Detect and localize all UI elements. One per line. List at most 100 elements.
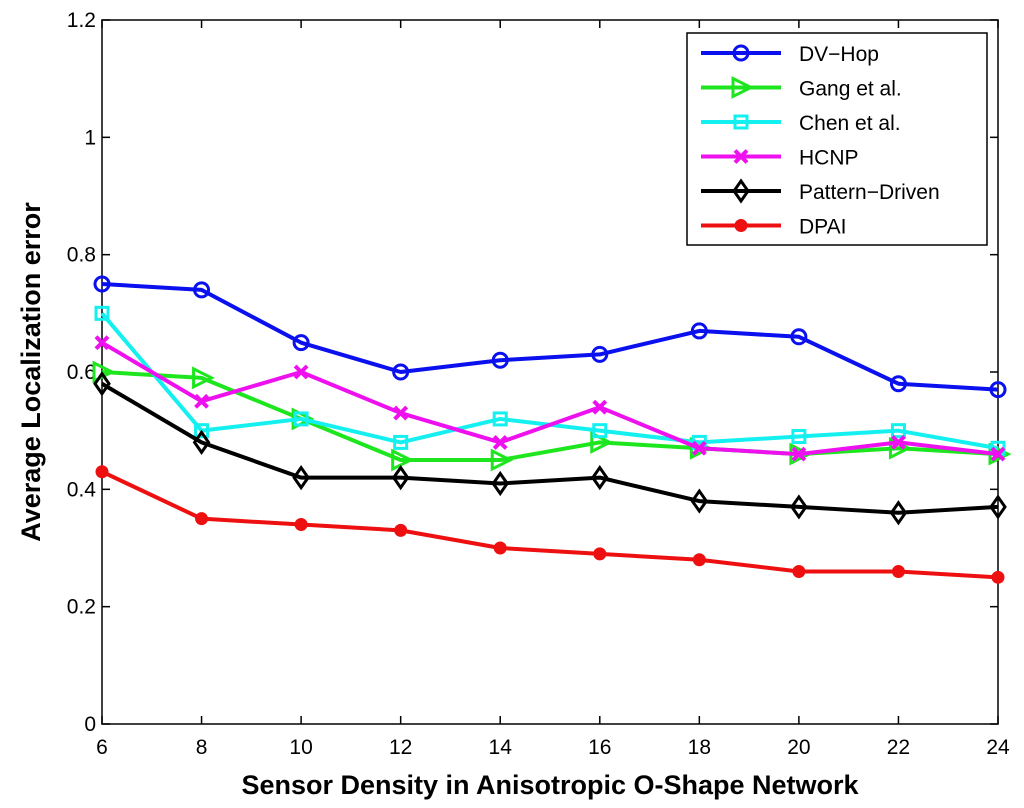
- y-tick-label: 0.2: [67, 596, 96, 619]
- series-line: [101, 370, 999, 462]
- data-point: [292, 464, 310, 491]
- data-point: [792, 564, 806, 578]
- data-point: [393, 405, 409, 421]
- legend-item: Gang et al.: [701, 76, 902, 101]
- y-tick-label: 1: [84, 126, 96, 149]
- legend-marker: [731, 76, 755, 99]
- data-point: [194, 423, 210, 439]
- data-point: [194, 393, 209, 409]
- data-point: [95, 465, 109, 479]
- data-point: [690, 488, 709, 514]
- legend-marker: [732, 178, 750, 204]
- data-point: [294, 518, 308, 532]
- data-point: [491, 351, 509, 369]
- legend-marker: [734, 219, 748, 232]
- data-point: [592, 399, 608, 415]
- data-point: [93, 275, 111, 293]
- legend-marker: [732, 44, 750, 62]
- y-tick-label: 0: [84, 713, 96, 736]
- y-axis-label: Average Localization error: [16, 202, 46, 542]
- legend-label: DPAI: [799, 216, 846, 239]
- x-tick-label: 8: [196, 736, 208, 759]
- legend-label: DV−Hop: [799, 43, 879, 66]
- series-line: [100, 382, 999, 515]
- series-4: [93, 371, 1007, 526]
- data-point: [393, 434, 409, 450]
- data-point: [791, 429, 807, 445]
- x-tick-label: 10: [289, 736, 312, 759]
- data-point: [391, 448, 415, 472]
- y-tick-label: 0.4: [67, 478, 97, 501]
- x-tick-label: 12: [389, 736, 412, 759]
- series-5: [95, 465, 1005, 584]
- data-point: [93, 371, 111, 397]
- legend-label: Gang et al.: [799, 78, 902, 101]
- data-point: [690, 322, 708, 340]
- data-point: [593, 547, 607, 561]
- x-tick-label: 20: [787, 736, 810, 759]
- data-point: [490, 448, 514, 472]
- data-point: [989, 494, 1007, 520]
- series-line: [101, 469, 999, 580]
- data-point: [592, 423, 608, 439]
- legend-box: [686, 32, 988, 246]
- data-point: [492, 434, 508, 450]
- data-point: [590, 464, 609, 491]
- series-3: [94, 335, 1006, 462]
- data-point: [493, 541, 507, 555]
- x-tick-label: 14: [489, 736, 513, 759]
- data-point: [591, 345, 609, 363]
- legend-item: Chen et al.: [701, 112, 901, 135]
- data-point: [392, 363, 410, 381]
- data-point: [94, 305, 110, 321]
- data-point: [890, 423, 906, 439]
- y-tick-label: 0.6: [67, 361, 96, 384]
- legend-marker: [733, 114, 749, 130]
- data-point: [889, 500, 908, 526]
- legend-marker: [733, 149, 749, 164]
- legend: DV−Hop Gang et al. Chen et al. HCNP Pattern−…: [686, 32, 988, 246]
- data-point: [491, 470, 510, 497]
- data-point: [293, 411, 309, 427]
- data-point: [891, 564, 905, 578]
- data-point: [791, 446, 807, 462]
- axis-ticks: 6 8 10 12 14 16 18 20 22 24 0 0.2 0.4 0.6 0.8 1 1.2: [67, 9, 1010, 759]
- legend-item: Pattern−Driven: [701, 178, 940, 204]
- legend-item: DV−Hop: [701, 43, 879, 66]
- data-point: [193, 281, 211, 299]
- data-point: [192, 366, 215, 390]
- x-tick-label: 24: [986, 736, 1010, 759]
- data-point: [391, 464, 410, 491]
- data-point: [492, 411, 508, 427]
- x-tick-label: 22: [887, 736, 910, 759]
- y-tick-label: 1.2: [67, 9, 96, 32]
- data-point: [990, 446, 1006, 462]
- legend-label: Pattern−Driven: [799, 181, 940, 204]
- data-point: [192, 429, 211, 456]
- data-point: [691, 440, 707, 456]
- data-point: [790, 328, 808, 346]
- data-point: [394, 523, 408, 537]
- legend-label: Chen et al.: [799, 112, 901, 135]
- x-tick-label: 16: [588, 736, 611, 759]
- data-point: [989, 381, 1007, 399]
- series-0: [93, 275, 1007, 399]
- x-tick-label: 18: [688, 736, 711, 759]
- series-line: [101, 282, 999, 392]
- data-point: [991, 570, 1005, 584]
- data-point: [790, 494, 808, 520]
- data-point: [692, 553, 706, 567]
- x-axis-label: Sensor Density in Anisotropic O-Shape Ne…: [241, 770, 859, 800]
- y-tick-label: 0.8: [67, 244, 96, 267]
- data-point: [292, 334, 310, 352]
- legend-item: DPAI: [701, 216, 846, 239]
- legend-label: HCNP: [799, 147, 859, 170]
- series-layer: [92, 275, 1012, 584]
- data-point: [293, 364, 309, 380]
- x-tick-label: 6: [96, 736, 108, 759]
- data-point: [889, 375, 907, 393]
- data-point: [195, 512, 209, 526]
- series-line: [100, 340, 999, 457]
- data-point: [94, 335, 110, 351]
